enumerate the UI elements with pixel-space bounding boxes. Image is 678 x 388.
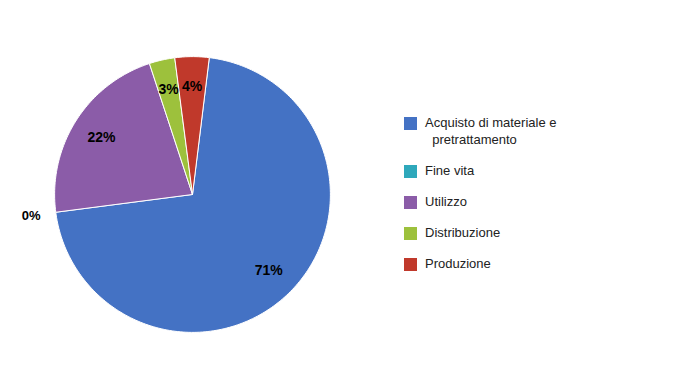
html-text:Utilizzo: Utilizzo [425, 194, 467, 209]
html-text:Distribuzione: Distribuzione [425, 224, 501, 240]
html-text:Acquisto di materiale e pretra: Acquisto di materiale e pretrattamento [425, 115, 557, 148]
html-text:Fine vita: Fine vita [425, 163, 475, 179]
svg-text:0%: 0% [22, 208, 41, 223]
svg-text:4%: 4% [182, 78, 203, 94]
svg-text:71%: 71% [255, 262, 284, 278]
svg-text:22%: 22% [87, 129, 116, 145]
html-text:Produzione: Produzione [425, 255, 491, 271]
svg-text:3%: 3% [159, 81, 180, 97]
